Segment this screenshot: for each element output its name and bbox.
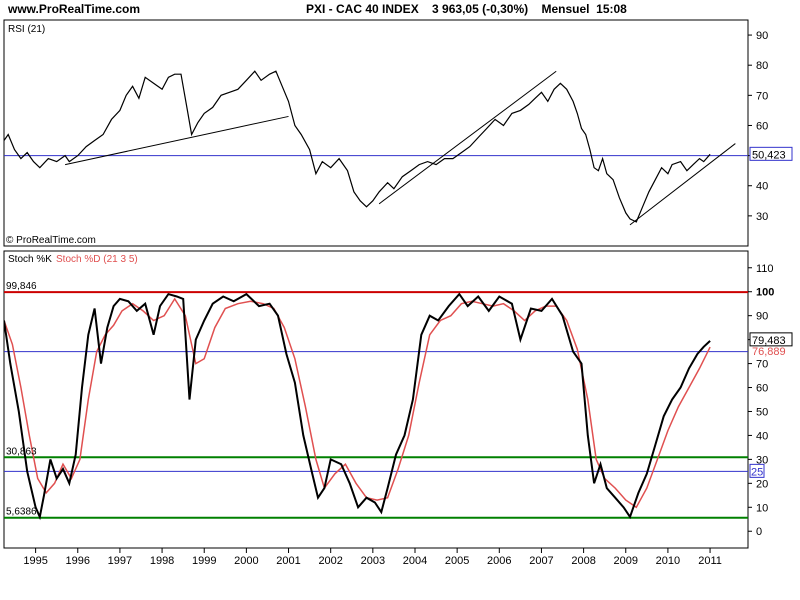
instrument-name: PXI - CAC 40 INDEX — [306, 2, 419, 16]
rsi-y-tick-label: 60 — [756, 120, 768, 132]
rsi-y-tick-label: 90 — [756, 30, 768, 42]
stoch-y-tick-label: 40 — [756, 430, 768, 442]
watermark: © ProRealTime.com — [6, 235, 96, 246]
x-tick-label: 2006 — [487, 555, 511, 567]
rsi-panel-frame — [3, 19, 749, 247]
rsi-panel-title: RSI (21) — [8, 24, 45, 35]
x-tick-label: 2011 — [698, 555, 722, 567]
x-tick-label: 2007 — [529, 555, 553, 567]
x-tick-label: 2005 — [445, 555, 469, 567]
x-tick-label: 1996 — [66, 555, 90, 567]
x-tick-label: 2008 — [571, 555, 595, 567]
rsi-y-tick-label: 70 — [756, 90, 768, 102]
x-tick-label: 2000 — [234, 555, 258, 567]
x-tick-label: 1998 — [150, 555, 174, 567]
instrument-price: 3 963,05 (-0,30%) — [432, 2, 529, 16]
blue-level-box — [749, 463, 765, 478]
x-tick-label: 1995 — [23, 555, 47, 567]
level-label-high: 99,846 — [6, 281, 37, 292]
stoch-y-tick-label: 90 — [756, 311, 768, 323]
stoch-k-line — [4, 292, 711, 521]
stoch-y-tick-label: 30 — [756, 454, 768, 466]
stoch-y-tick-label: 0 — [756, 526, 762, 538]
stoch-y-tick-label: 60 — [756, 383, 768, 395]
x-tick-label: 2004 — [403, 555, 427, 567]
rsi-trendline — [629, 143, 736, 226]
x-tick-label: 2010 — [656, 555, 680, 567]
rsi-y-tick-label: 80 — [756, 60, 768, 72]
x-tick-label: 2001 — [276, 555, 300, 567]
x-tick-label: 1997 — [108, 555, 132, 567]
stoch-y-tick-label: 10 — [756, 502, 768, 514]
rsi-y-tick-label: 30 — [756, 211, 768, 223]
level-label-low: 5,6386 — [6, 507, 37, 518]
x-tick-label: 1999 — [192, 555, 216, 567]
level-label-mid: 30,863 — [6, 446, 37, 457]
stoch-y-tick-label: 70 — [756, 359, 768, 371]
instrument-header: PXI - CAC 40 INDEX 3 963,05 (-0,30%) Men… — [306, 0, 627, 18]
stoch-y-tick-label: 110 — [756, 263, 774, 275]
site-url: www.ProRealTime.com — [8, 2, 141, 16]
rsi-y-tick-label: 40 — [756, 181, 768, 193]
stoch-d-last-value: 76,889 — [752, 346, 786, 358]
stoch-d-line — [4, 297, 711, 509]
rsi-trendline — [65, 115, 289, 166]
blue-level-label: 25 — [751, 466, 763, 478]
x-tick-label: 2003 — [361, 555, 385, 567]
stoch-y-tick-label: 20 — [756, 478, 768, 490]
stoch-y-tick-label: 100 — [756, 287, 774, 299]
stoch-y-tick-label: 50 — [756, 406, 768, 418]
stoch-k-last-value: 79,483 — [752, 335, 786, 347]
stoch-k-last-value-box — [749, 332, 793, 347]
quote-time: 15:08 — [596, 2, 627, 16]
chart-period: Mensuel — [541, 2, 590, 16]
rsi-last-value-box — [749, 146, 793, 161]
x-tick-label: 2002 — [318, 555, 342, 567]
stoch-k-title: Stoch %K — [8, 254, 52, 265]
stoch-d-title: Stoch %D (21 3 5) — [56, 254, 138, 265]
rsi-last-value-label: 50,423 — [752, 149, 786, 161]
x-tick-label: 2009 — [614, 555, 638, 567]
rsi-trendline — [378, 70, 557, 205]
stochastic-panel-frame — [3, 250, 749, 549]
rsi-line — [4, 70, 711, 223]
